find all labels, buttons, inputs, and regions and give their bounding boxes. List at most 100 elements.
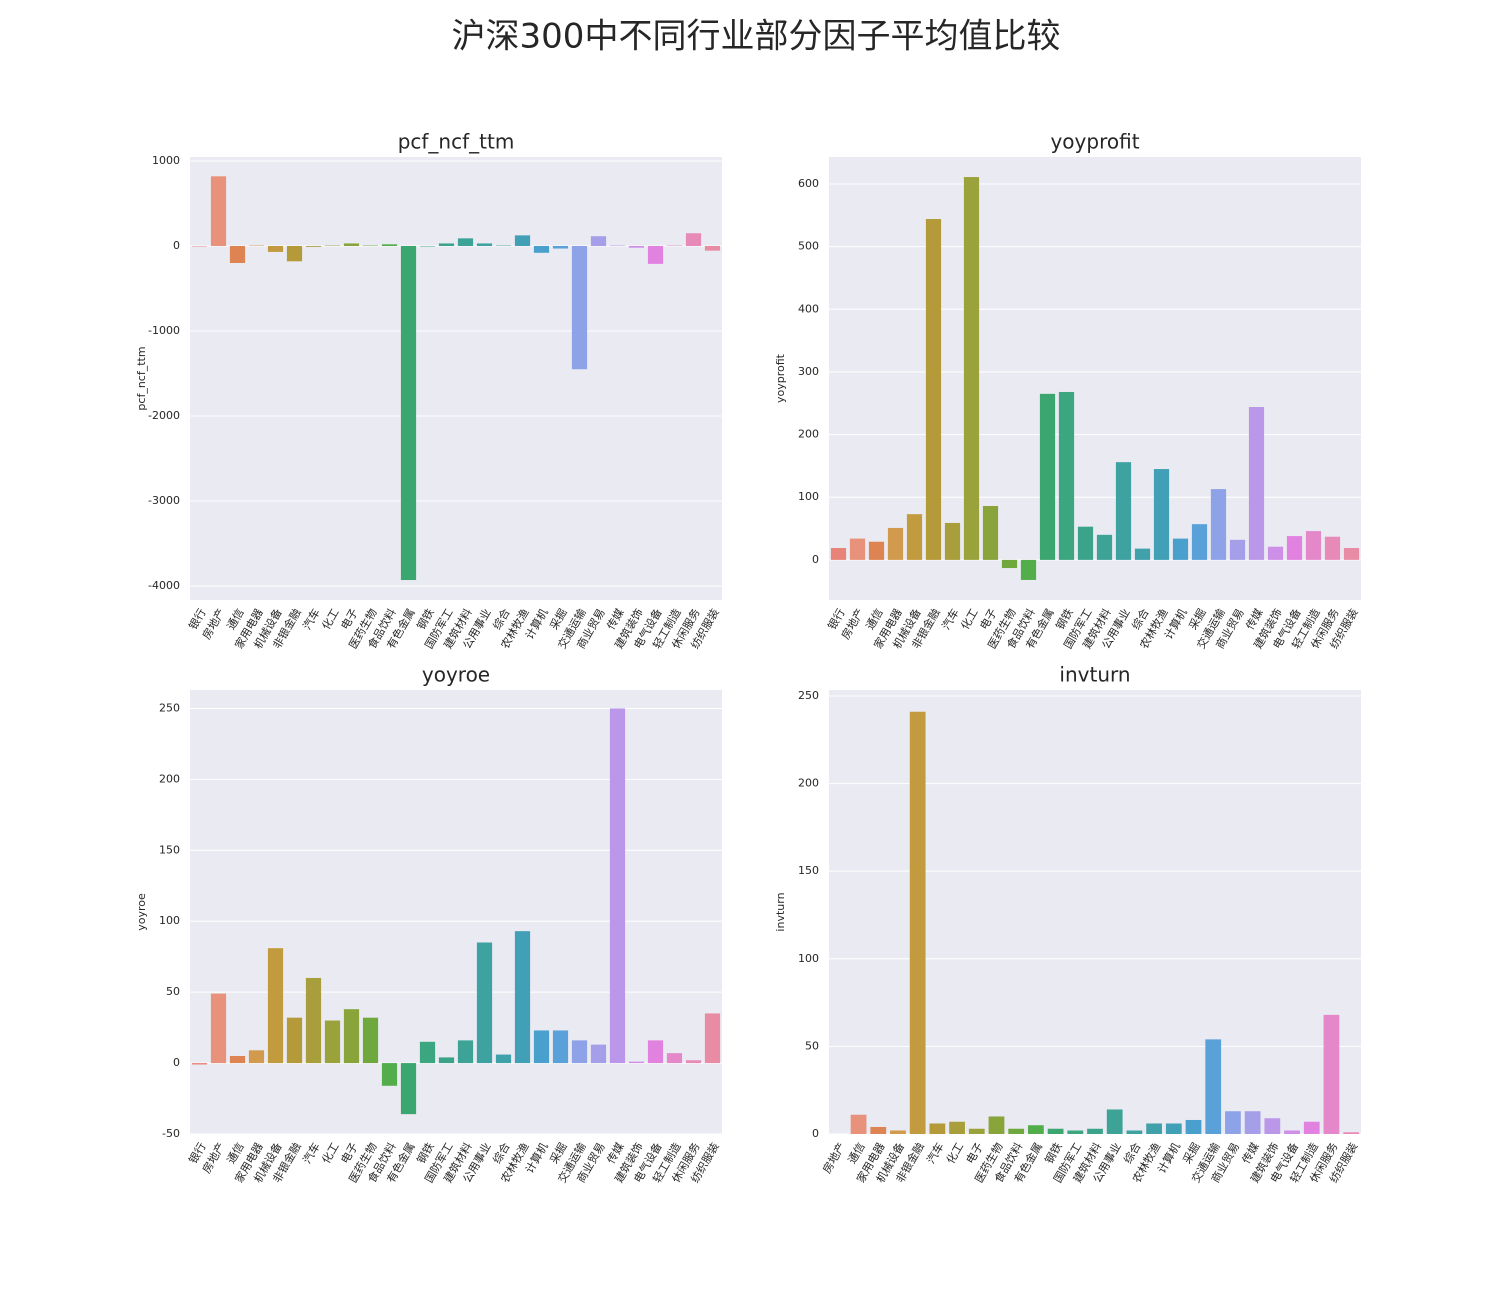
bar — [1115, 462, 1132, 560]
bar — [849, 538, 866, 560]
x-tick-label: 汽车 — [300, 606, 323, 632]
bar — [248, 1050, 265, 1064]
bar — [1248, 407, 1265, 560]
bar — [457, 1040, 474, 1064]
subplot-title: yoyprofit — [1050, 130, 1139, 154]
bar — [533, 245, 550, 253]
bar — [968, 1128, 985, 1134]
y-tick-label: 0 — [812, 1127, 819, 1140]
plot-background — [190, 157, 722, 600]
bar — [982, 506, 999, 560]
bar — [868, 541, 885, 560]
bar — [1324, 536, 1341, 560]
bar — [1020, 559, 1037, 580]
bar — [381, 244, 398, 246]
bar — [571, 1040, 588, 1064]
bar — [988, 1116, 1005, 1134]
bar — [1058, 391, 1075, 560]
bar — [400, 245, 417, 581]
y-tick-label: 0 — [812, 553, 819, 566]
bar — [476, 243, 493, 246]
x-tick-label: 汽车 — [923, 1140, 946, 1166]
bar — [628, 1061, 645, 1064]
y-axis-label: invturn — [774, 892, 787, 931]
plot-background — [829, 690, 1361, 1134]
bar — [229, 1055, 246, 1064]
y-tick-label: 200 — [798, 428, 819, 441]
bar — [704, 245, 721, 251]
bar — [1087, 1128, 1103, 1134]
bar — [229, 245, 246, 263]
bar — [1286, 536, 1303, 560]
y-tick-label: 150 — [798, 864, 819, 877]
bar — [1284, 1130, 1300, 1134]
bar — [1191, 524, 1208, 560]
bar — [438, 243, 455, 246]
bar — [628, 245, 645, 248]
bar — [1047, 1128, 1064, 1134]
bar — [870, 1126, 887, 1134]
bar — [1165, 1123, 1182, 1134]
subplot-title: invturn — [1059, 663, 1130, 687]
bar — [929, 1123, 946, 1134]
x-tick-label: 化工 — [319, 1140, 342, 1166]
y-tick-label: 100 — [798, 490, 819, 503]
bar — [1343, 1132, 1360, 1134]
bar — [590, 236, 607, 246]
bar — [1244, 1111, 1261, 1134]
bar — [1134, 548, 1151, 560]
bar — [647, 245, 664, 264]
y-tick-label: 250 — [159, 701, 180, 714]
bar — [267, 948, 284, 1064]
bar — [1303, 1121, 1320, 1134]
y-tick-label: 500 — [798, 240, 819, 253]
bar — [906, 514, 923, 560]
bar — [381, 1063, 398, 1086]
plot-background — [190, 690, 722, 1134]
x-tick-label: 化工 — [958, 606, 981, 632]
bar — [949, 1121, 965, 1134]
bar — [685, 1060, 702, 1064]
y-axis-label: pcf_ncf_ttm — [135, 346, 148, 410]
bar — [210, 993, 227, 1064]
bar — [552, 245, 569, 249]
y-tick-label: 100 — [798, 952, 819, 965]
bar — [1008, 1128, 1025, 1134]
bar — [343, 1009, 360, 1064]
bar — [457, 238, 474, 246]
bar — [647, 1040, 664, 1064]
bar — [887, 527, 904, 560]
x-tick-label: 房地产 — [819, 1140, 848, 1176]
bar — [666, 1053, 683, 1064]
bar — [419, 1041, 436, 1064]
y-tick-label: -1000 — [148, 324, 180, 337]
bar — [1205, 1039, 1222, 1134]
bar — [1267, 546, 1284, 560]
bar — [1264, 1118, 1281, 1134]
y-tick-label: 250 — [798, 689, 819, 702]
bar — [830, 547, 847, 560]
y-tick-label: 200 — [159, 772, 180, 785]
bar — [925, 219, 942, 560]
bar — [1229, 539, 1246, 560]
bar — [590, 1044, 607, 1064]
bar — [514, 931, 531, 1064]
bar — [343, 243, 360, 246]
bar — [1153, 469, 1170, 560]
bar — [438, 1057, 455, 1064]
bar — [305, 245, 322, 247]
bar — [1343, 547, 1360, 560]
bar — [533, 1030, 550, 1064]
bar — [1126, 1130, 1143, 1134]
bar — [1225, 1111, 1241, 1134]
y-tick-label: -2000 — [148, 409, 180, 422]
x-tick-label: 化工 — [943, 1140, 966, 1166]
bar — [362, 1017, 379, 1064]
bar — [890, 1130, 906, 1134]
bar — [191, 1063, 208, 1065]
bar — [305, 977, 322, 1064]
bar — [609, 708, 626, 1064]
bar — [850, 1114, 867, 1134]
bar — [286, 245, 303, 262]
